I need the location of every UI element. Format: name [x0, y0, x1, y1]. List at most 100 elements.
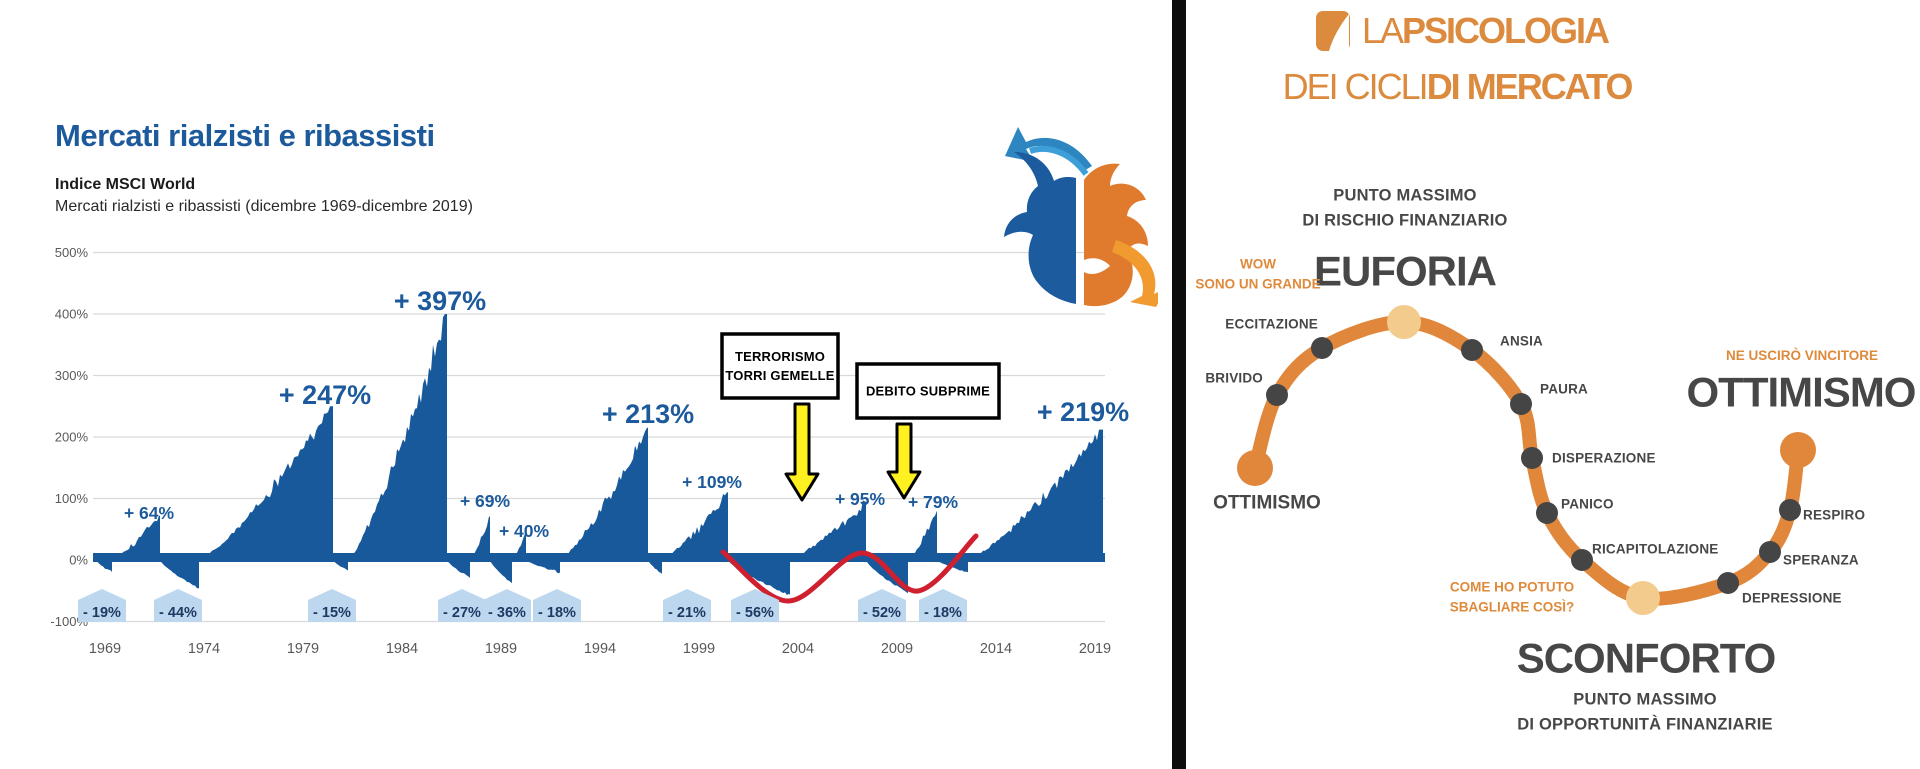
wow-sono-un-grande: WOW SONO UN GRANDE [1195, 254, 1320, 293]
ne-usciro-vincitore-line: NE USCIRÒ VINCITORE [1725, 348, 1879, 364]
chart-subtitle-index: Indice MSCI World [55, 176, 196, 193]
bull-gain-label: + 79% [908, 492, 959, 512]
bear-half-icon [1084, 163, 1148, 307]
badge-loss-value: - 15% [313, 605, 351, 621]
x-axis-year: 2004 [782, 641, 814, 657]
bull-gain-label: + 219% [1037, 397, 1129, 427]
respiro-label-line: RESPIRO [1803, 507, 1866, 523]
paura-label: PAURA [1540, 381, 1588, 400]
annotation-text: TORRI GEMELLE [725, 368, 834, 383]
bull-bear-logo [1004, 127, 1158, 307]
ricapitolazione-dot [1571, 549, 1593, 571]
title-di-mercato: DI MERCATO [1426, 66, 1634, 107]
eccitazione-label-line: ECCITAZIONE [1225, 316, 1318, 332]
title-psicologia: PSICOLOGIA [1402, 10, 1610, 51]
badge-shape [308, 589, 356, 622]
bear-loss-badge: - 18% [533, 589, 581, 622]
badge-shape [438, 589, 486, 622]
badge-loss-value: - 18% [538, 605, 576, 621]
euforia-label: EUFORIA [1314, 243, 1497, 302]
bear-market-area [447, 560, 470, 578]
chart-subtitle-range: Mercati rialzisti e ribassisti (dicembre… [55, 198, 473, 215]
bull-market-area [199, 406, 333, 560]
y-axis-tick: 200% [55, 430, 89, 445]
page-title: Mercati rialzisti e ribassisti [55, 118, 435, 153]
ottimismo-end-label-line: OTTIMISMO [1686, 368, 1917, 416]
msci-area-chart: 500%400%300%200%100%0%-100%- 19% - 44% - 1… [50, 245, 1129, 657]
sconforto-label: SCONFORTO [1517, 630, 1777, 689]
bear-market-area [96, 560, 112, 573]
disperazione-dot [1521, 447, 1543, 469]
bull-market-area [908, 510, 937, 560]
ansia-dot [1461, 339, 1483, 361]
x-axis-year: 1984 [386, 641, 418, 657]
ne-usciro-vincitore: NE USCIRÒ VINCITORE [1726, 346, 1878, 366]
x-axis-year: 1969 [89, 641, 121, 657]
annotation-text: DEBITO SUBPRIME [866, 384, 990, 399]
right-title-line1: LA PSICOLOGIA [1315, 10, 1610, 52]
brivido-label: BRIVIDO [1205, 370, 1263, 389]
annotation-text: TERRORISMO [735, 349, 825, 364]
depressione-label-line: DEPRESSIONE [1742, 590, 1842, 606]
bear-mouth-icon [1084, 258, 1110, 274]
zero-baseline [93, 553, 1105, 562]
ansia-label-line: ANSIA [1500, 333, 1544, 349]
down-arrow-icon [886, 422, 922, 500]
bull-market-area [348, 314, 447, 560]
badge-shape [483, 589, 531, 622]
badge-shape [663, 589, 711, 622]
paura-label-line: PAURA [1540, 381, 1588, 397]
annotation-box [720, 332, 840, 400]
badge-loss-value: - 44% [159, 605, 197, 621]
disperazione-label-line: DISPERAZIONE [1552, 450, 1656, 466]
come-ho-potuto-line: SBAGLIARE COSÌ? [1449, 599, 1575, 614]
y-axis-tick: 100% [55, 491, 89, 506]
bull-market-area [560, 427, 648, 560]
punto-massimo-opportunita-line: PUNTO MASSIMO [1573, 690, 1717, 709]
event-annotation-debito-subprime: DEBITO SUBPRIME [855, 362, 1001, 500]
ottimismo-start-dot [1237, 450, 1273, 486]
speranza-label: SPERANZA [1783, 552, 1859, 571]
come-ho-potuto-line: COME HO POTUTO [1449, 579, 1575, 595]
bear-loss-badge: - 15% [308, 589, 356, 622]
x-axis-year: 2009 [881, 641, 913, 657]
wow-sono-un-grande-line: SONO UN GRANDE [1195, 276, 1321, 291]
y-axis-tick: 400% [55, 307, 89, 322]
x-axis-year: 2014 [980, 641, 1012, 657]
bull-gain-label: + 95% [835, 489, 886, 509]
bear-loss-badge: - 18% [919, 589, 967, 622]
ricapitolazione-label: RICAPITOLAZIONE [1592, 541, 1719, 560]
x-axis-year: 1974 [188, 641, 220, 657]
bear-loss-badge: - 36% [483, 589, 531, 622]
bear-loss-badge: - 56% [731, 589, 779, 622]
bear-market-area [160, 560, 199, 589]
brivido-label-line: BRIVIDO [1205, 370, 1263, 386]
psicologia-logo-icon [1315, 11, 1350, 51]
market-cycle-curve [1237, 305, 1816, 615]
badge-loss-value: - 18% [924, 605, 962, 621]
bull-gain-label: + 64% [124, 503, 175, 523]
ottimismo-end-label: OTTIMISMO [1686, 364, 1917, 423]
wow-sono-un-grande-line: WOW [1239, 256, 1276, 272]
badge-loss-value: - 36% [488, 605, 526, 621]
eccitazione-dot [1311, 337, 1333, 359]
ottimismo-end-dot [1780, 432, 1816, 468]
annotation-box [855, 362, 1001, 420]
x-axis-year: 1979 [287, 641, 319, 657]
speranza-dot [1759, 541, 1781, 563]
bull-gain-label: + 109% [682, 472, 742, 492]
come-ho-potuto: COME HO POTUTO SBAGLIARE COSÌ? [1450, 577, 1575, 616]
bull-gain-label: + 213% [602, 399, 694, 429]
ricapitolazione-label-line: RICAPITOLAZIONE [1592, 541, 1719, 557]
brivido-dot [1266, 384, 1288, 406]
bear-loss-badge: - 19% [78, 589, 126, 622]
punto-massimo-rischio: PUNTO MASSIMO DI RISCHIO FINANZIARIO [1302, 183, 1507, 233]
eccitazione-label: ECCITAZIONE [1225, 316, 1318, 335]
badge-shape [78, 589, 126, 622]
bear-loss-badge: - 52% [858, 589, 906, 622]
y-axis-tick: 0% [69, 553, 88, 568]
ottimismo-start-label-line: OTTIMISMO [1213, 492, 1321, 514]
badge-loss-value: - 21% [668, 605, 706, 621]
